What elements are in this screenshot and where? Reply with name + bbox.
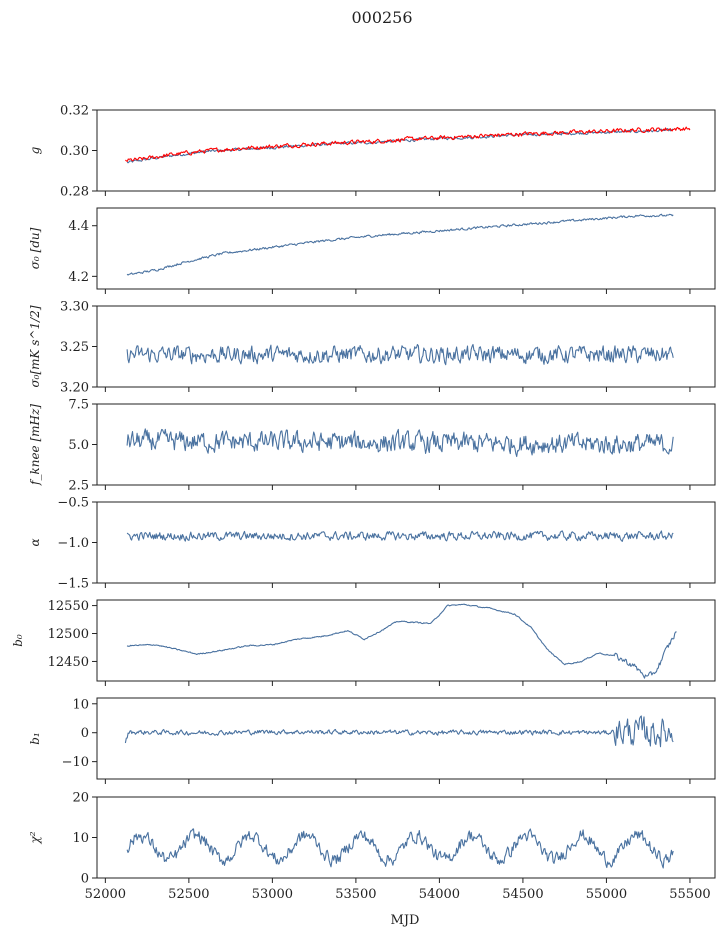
y-tick-label-sigma0_du-0: 4.2 xyxy=(68,270,89,285)
axes-frame-sigma0_du xyxy=(96,207,716,290)
axes-frame-sigma0_mks xyxy=(96,305,716,388)
y-tick-label-alpha-2: −0.5 xyxy=(57,496,89,511)
x-tick-label-7: 55500 xyxy=(669,887,710,902)
x-tick-label-1: 52500 xyxy=(168,887,209,902)
x-tick-label-6: 55000 xyxy=(586,887,627,902)
series-line-fknee-0 xyxy=(126,428,674,458)
y-tick-label-sigma0_mks-1: 3.25 xyxy=(60,340,89,355)
y-tick-label-b0-2: 12550 xyxy=(48,599,89,614)
y-tick-label-b1-0: −10 xyxy=(62,755,89,770)
y-tick-label-fknee-1: 5.0 xyxy=(68,438,89,453)
y-axis-label-b0: b₀ xyxy=(11,634,25,647)
panel-alpha: −1.5 −1.0 −0.5 α xyxy=(28,496,716,592)
axes-frame-alpha xyxy=(96,501,716,584)
x-tick-label-2: 53000 xyxy=(252,887,293,902)
panel-g: 0.28 0.30 0.32 g xyxy=(28,104,716,200)
series-line-g-1 xyxy=(125,126,691,162)
y-axis-label-alpha: α xyxy=(28,538,42,546)
y-axis-label-b1: b₁ xyxy=(28,732,42,745)
axes-frame-b1 xyxy=(96,697,716,780)
y-tick-label-g-0: 0.28 xyxy=(60,185,89,200)
axes-frame-b0 xyxy=(96,599,716,682)
y-axis-label-fknee: f_knee [mHz] xyxy=(28,404,42,486)
y-tick-label-sigma0_du-1: 4.4 xyxy=(68,219,89,234)
series-line-alpha-0 xyxy=(126,530,674,542)
series-line-b1-0 xyxy=(124,715,674,748)
y-tick-label-g-1: 0.30 xyxy=(60,144,89,159)
panel-chi2: 0 10 20 χ² xyxy=(28,791,716,887)
y-axis-label-sigma0_mks: σ₀[mK s^1/2] xyxy=(28,305,42,387)
y-tick-label-alpha-0: −1.5 xyxy=(57,577,89,592)
figure-title: 000256 xyxy=(351,8,412,27)
y-tick-label-fknee-2: 7.5 xyxy=(68,398,89,413)
x-tick-label-0: 52000 xyxy=(85,887,126,902)
series-line-chi2-0 xyxy=(126,828,674,869)
panel-b1: −10 0 10 b₁ xyxy=(28,697,716,784)
x-axis-label: MJD xyxy=(391,913,420,928)
panel-b0: 12450 12500 12550 b₀ xyxy=(11,599,716,686)
y-axis-label-sigma0_du: σ₀ [du] xyxy=(28,227,42,269)
y-tick-label-chi2-2: 20 xyxy=(72,791,89,806)
y-axis-label-chi2: χ² xyxy=(28,831,42,844)
x-tick-label-3: 53500 xyxy=(335,887,376,902)
panel-sigma0_mks: 3.20 3.25 3.30 σ₀[mK s^1/2] xyxy=(28,300,716,396)
y-axis-label-g: g xyxy=(28,146,42,154)
y-tick-label-sigma0_mks-0: 3.20 xyxy=(60,381,89,396)
y-tick-label-b0-1: 12500 xyxy=(48,627,89,642)
x-tick-label-4: 54000 xyxy=(419,887,460,902)
series-line-sigma0_mks-0 xyxy=(126,343,674,366)
panel-sigma0_du: 4.2 4.4 σ₀ [du] xyxy=(28,207,716,294)
series-line-b0-0 xyxy=(126,603,677,679)
x-tick-label-5: 54500 xyxy=(502,887,543,902)
series-line-g-0 xyxy=(126,128,674,164)
panel-fknee: 2.5 5.0 7.5 f_knee [mHz] xyxy=(28,398,716,494)
series-line-sigma0_du-0 xyxy=(126,213,674,276)
y-tick-label-b1-2: 10 xyxy=(72,697,89,712)
y-tick-label-alpha-1: −1.0 xyxy=(57,536,89,551)
y-tick-label-fknee-0: 2.5 xyxy=(68,479,89,494)
y-tick-label-chi2-1: 10 xyxy=(72,831,89,846)
panels-container: 0.28 0.30 0.32 g 4.2 4.4 σ₀ [du] 3.20 3.25 3.30 σ₀… xyxy=(11,104,716,902)
y-tick-label-sigma0_mks-2: 3.30 xyxy=(60,300,89,315)
y-tick-label-b0-0: 12450 xyxy=(48,655,89,670)
axes-frame-g xyxy=(96,109,716,192)
y-tick-label-g-2: 0.32 xyxy=(60,104,89,119)
y-tick-label-chi2-0: 0 xyxy=(81,872,89,887)
y-tick-label-b1-1: 0 xyxy=(81,726,89,741)
